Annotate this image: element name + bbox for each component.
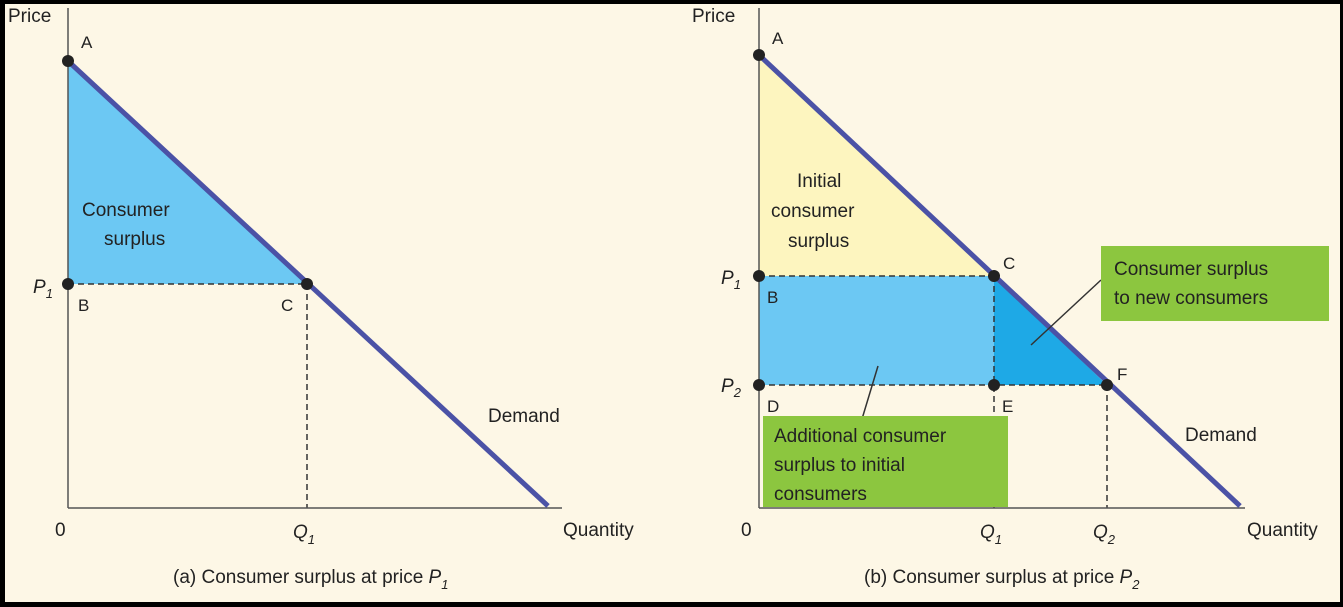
panel-b-point-e bbox=[988, 379, 1000, 391]
panel-b-x-axis-label: Quantity bbox=[1247, 520, 1318, 541]
panel-b-initial-label-line2: consumer bbox=[771, 201, 855, 222]
panel-b-point-b bbox=[753, 270, 765, 282]
panel-b-quantity-q1-label: Q1 bbox=[980, 522, 1002, 547]
panel-b-price-p1-label: P1 bbox=[721, 268, 741, 292]
panel-a-point-a bbox=[62, 55, 74, 67]
panel-a-origin-label: 0 bbox=[55, 520, 66, 541]
panel-b-demand-label: Demand bbox=[1185, 425, 1257, 446]
panel-a-y-axis-label: Price bbox=[8, 6, 51, 27]
panel-a-point-c bbox=[301, 278, 313, 290]
panel-b-label-b: B bbox=[767, 288, 778, 307]
panel-b-additional-surplus-area bbox=[759, 276, 994, 385]
panel-b-new-consumers-callout-box bbox=[1101, 246, 1329, 321]
panel-a-demand-label: Demand bbox=[488, 406, 560, 427]
panel-a-surplus-label-line1: Consumer bbox=[82, 200, 170, 221]
panel-b-additional-callout-box bbox=[763, 416, 1008, 507]
panel-b: Consumer surplus to new consumers Additi… bbox=[692, 6, 1329, 592]
panel-a-surplus-label-line2: surplus bbox=[104, 229, 165, 250]
panel-a-x-axis-label: Quantity bbox=[563, 520, 634, 541]
panel-b-new-consumers-callout-line1: Consumer surplus bbox=[1114, 259, 1268, 280]
panel-b-additional-callout-line3: consumers bbox=[774, 484, 867, 505]
panel-b-additional-callout-line2: surplus to initial bbox=[774, 455, 905, 476]
panel-b-origin-label: 0 bbox=[741, 520, 752, 541]
panel-b-additional-callout-line1: Additional consumer bbox=[774, 426, 947, 447]
panel-b-demand-line bbox=[757, 53, 1242, 508]
panel-b-label-f: F bbox=[1117, 365, 1127, 384]
panel-b-point-f bbox=[1101, 379, 1113, 391]
panel-b-label-e: E bbox=[1002, 397, 1013, 416]
panel-b-point-d bbox=[753, 379, 765, 391]
panel-b-caption: (b) Consumer surplus at price P2 bbox=[864, 567, 1140, 592]
panel-a-caption: (a) Consumer surplus at price P1 bbox=[173, 567, 448, 592]
panel-b-new-consumers-leader bbox=[1030, 279, 1102, 346]
panel-a: Price A B C P1 Consumer surplus Demand 0… bbox=[8, 6, 634, 592]
panel-b-point-c bbox=[988, 270, 1000, 282]
panel-b-label-d: D bbox=[767, 397, 779, 416]
panel-a-label-c: C bbox=[281, 296, 293, 315]
panel-b-price-p2-label: P2 bbox=[721, 376, 742, 400]
panel-b-initial-label-line3: surplus bbox=[788, 231, 849, 252]
panel-a-point-b bbox=[62, 278, 74, 290]
panel-a-label-b: B bbox=[78, 296, 89, 315]
panel-a-quantity-q1-label: Q1 bbox=[293, 522, 315, 547]
panel-b-new-consumers-callout-line2: to new consumers bbox=[1114, 288, 1268, 309]
panel-a-label-a: A bbox=[81, 33, 93, 52]
panel-b-additional-leader bbox=[861, 365, 879, 420]
panel-b-label-c: C bbox=[1003, 254, 1015, 273]
panel-b-initial-label-line1: Initial bbox=[797, 171, 841, 192]
panel-b-y-axis-label: Price bbox=[692, 6, 735, 27]
panel-a-price-p1-label: P1 bbox=[33, 277, 53, 301]
panel-b-label-a: A bbox=[772, 29, 784, 48]
panel-b-point-a bbox=[753, 49, 765, 61]
panel-b-quantity-q2-label: Q2 bbox=[1093, 522, 1116, 547]
